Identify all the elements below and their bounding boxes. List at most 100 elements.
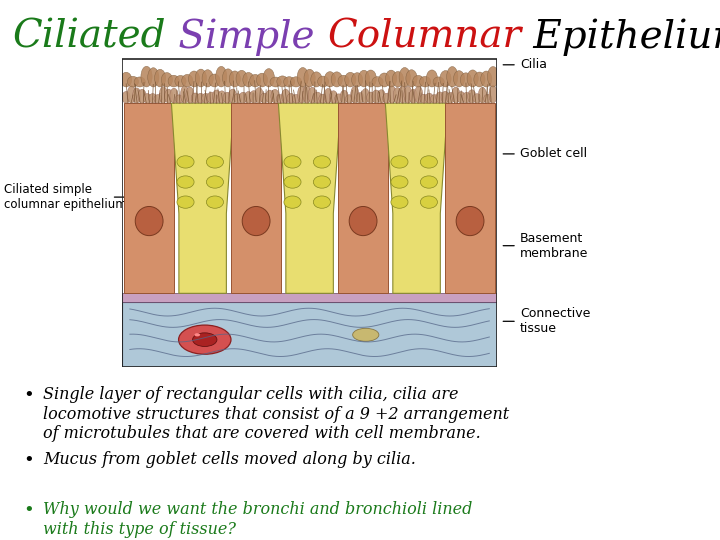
Ellipse shape (284, 77, 294, 87)
Ellipse shape (276, 76, 288, 87)
Ellipse shape (244, 91, 253, 103)
Ellipse shape (304, 69, 315, 87)
Ellipse shape (141, 66, 152, 87)
Ellipse shape (372, 77, 383, 87)
Ellipse shape (338, 75, 349, 87)
Ellipse shape (425, 93, 433, 103)
Ellipse shape (372, 90, 380, 103)
Ellipse shape (134, 77, 145, 87)
Ellipse shape (120, 72, 132, 87)
Ellipse shape (159, 86, 168, 103)
Ellipse shape (468, 90, 476, 103)
Ellipse shape (242, 206, 270, 235)
Ellipse shape (170, 88, 178, 103)
Ellipse shape (297, 68, 308, 87)
Text: Ciliated: Ciliated (13, 19, 166, 56)
Ellipse shape (138, 89, 146, 103)
Ellipse shape (177, 196, 194, 208)
Ellipse shape (335, 94, 343, 103)
Ellipse shape (365, 70, 377, 87)
Ellipse shape (356, 92, 364, 103)
Ellipse shape (467, 70, 478, 87)
Ellipse shape (284, 196, 301, 208)
Text: Cilia: Cilia (520, 58, 547, 71)
Ellipse shape (431, 94, 438, 103)
Ellipse shape (388, 86, 396, 103)
Ellipse shape (212, 90, 220, 103)
Ellipse shape (399, 68, 410, 87)
Text: Mucus from goblet cells moved along by cilia.: Mucus from goblet cells moved along by c… (43, 451, 416, 468)
Polygon shape (279, 103, 341, 293)
Ellipse shape (413, 76, 424, 87)
Ellipse shape (154, 94, 162, 103)
Ellipse shape (440, 71, 451, 87)
Ellipse shape (271, 89, 279, 103)
Ellipse shape (148, 68, 159, 87)
Text: Single layer of rectangular cells with cilia, cilia are
locomotive structures th: Single layer of rectangular cells with c… (43, 386, 509, 442)
Ellipse shape (181, 75, 193, 87)
Ellipse shape (420, 94, 428, 103)
Ellipse shape (161, 72, 173, 87)
Ellipse shape (181, 86, 189, 103)
Ellipse shape (127, 86, 135, 103)
Ellipse shape (460, 73, 472, 87)
Text: Connective
tissue: Connective tissue (520, 307, 590, 335)
Ellipse shape (255, 87, 264, 103)
Ellipse shape (270, 77, 282, 87)
Text: Basement
membrane: Basement membrane (520, 232, 588, 260)
Ellipse shape (250, 91, 258, 103)
Ellipse shape (451, 87, 460, 103)
Ellipse shape (186, 87, 194, 103)
Ellipse shape (382, 93, 391, 103)
Ellipse shape (433, 77, 444, 87)
Ellipse shape (243, 72, 254, 87)
Ellipse shape (359, 70, 369, 87)
Ellipse shape (207, 92, 215, 103)
Ellipse shape (287, 93, 295, 103)
Ellipse shape (175, 95, 184, 103)
Ellipse shape (454, 71, 464, 87)
Ellipse shape (409, 89, 418, 103)
FancyBboxPatch shape (122, 302, 497, 367)
Ellipse shape (194, 333, 200, 336)
Ellipse shape (236, 70, 247, 87)
Ellipse shape (127, 76, 138, 87)
Ellipse shape (311, 72, 322, 87)
Ellipse shape (179, 325, 231, 354)
Ellipse shape (489, 85, 498, 103)
Ellipse shape (399, 86, 407, 103)
Text: Ciliated simple
columnar epithelium: Ciliated simple columnar epithelium (4, 183, 126, 211)
Ellipse shape (392, 71, 403, 87)
Ellipse shape (313, 176, 330, 188)
FancyBboxPatch shape (124, 103, 174, 293)
Ellipse shape (420, 156, 438, 168)
Ellipse shape (148, 93, 157, 103)
Ellipse shape (197, 93, 204, 103)
Ellipse shape (426, 70, 438, 87)
Ellipse shape (193, 333, 217, 347)
Ellipse shape (292, 94, 300, 103)
Ellipse shape (345, 72, 356, 87)
Ellipse shape (319, 94, 327, 103)
Ellipse shape (290, 77, 302, 87)
Ellipse shape (175, 76, 186, 87)
Ellipse shape (282, 89, 289, 103)
Text: •: • (23, 451, 34, 469)
Ellipse shape (379, 73, 390, 87)
Ellipse shape (195, 69, 207, 87)
Ellipse shape (284, 176, 301, 188)
Ellipse shape (487, 66, 499, 87)
Ellipse shape (217, 91, 226, 103)
Ellipse shape (256, 73, 268, 87)
Ellipse shape (189, 71, 199, 87)
Ellipse shape (202, 93, 210, 103)
Ellipse shape (351, 73, 363, 87)
Ellipse shape (404, 86, 412, 103)
Ellipse shape (207, 176, 223, 188)
Ellipse shape (385, 70, 397, 87)
Ellipse shape (415, 86, 423, 103)
Ellipse shape (202, 70, 213, 87)
Ellipse shape (276, 94, 284, 103)
Ellipse shape (391, 176, 408, 188)
Ellipse shape (420, 176, 438, 188)
